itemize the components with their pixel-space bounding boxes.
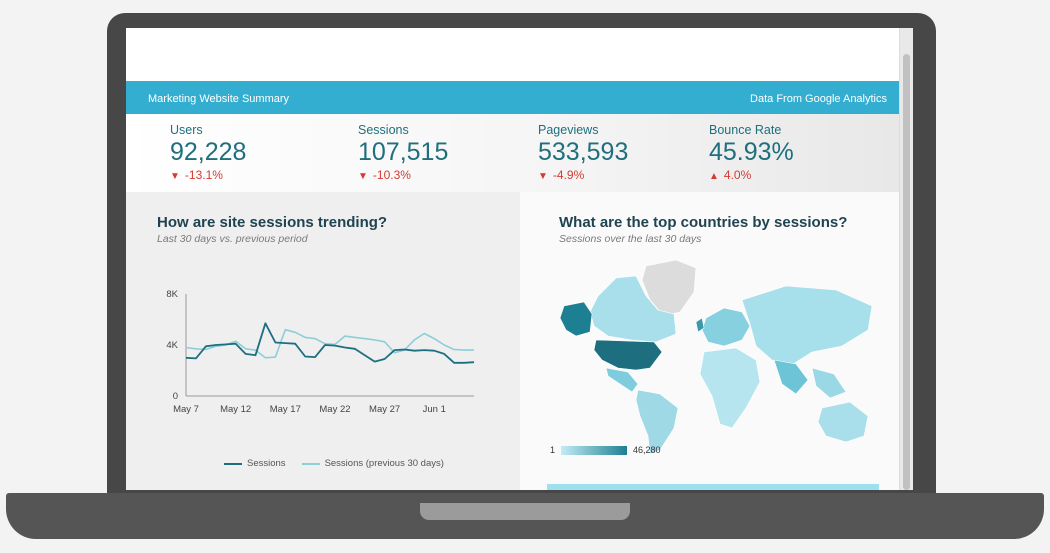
map-region-alaska [559, 301, 593, 337]
kpi-value: 92,228 [170, 138, 247, 166]
kpi-delta-value: -13.1% [184, 168, 223, 182]
kpi-delta: ▲ 4.0% [709, 168, 794, 182]
kpi-value: 45.93% [709, 138, 794, 166]
legend-label-previous: Sessions (previous 30 days) [324, 458, 444, 469]
y-tick-label: 0 [173, 391, 178, 402]
x-tick-label: Jun 1 [423, 404, 446, 415]
world-map[interactable] [546, 256, 881, 456]
laptop-notch [420, 503, 630, 520]
scrollbar[interactable] [899, 28, 913, 490]
map-region-greenland [641, 259, 697, 317]
map-region-africa [699, 347, 761, 429]
map-region-asia [741, 285, 873, 367]
arrow-up-icon: ▲ [709, 171, 719, 182]
countries-subtitle: Sessions over the last 30 days [559, 233, 702, 245]
kpi-sessions[interactable]: Sessions 107,515 ▼ -10.3% [358, 123, 448, 182]
trend-title: How are site sessions trending? [157, 214, 388, 231]
map-region-southeast-asia [811, 367, 847, 399]
x-tick-label: May 12 [220, 404, 251, 415]
kpi-delta: ▼ -13.1% [170, 168, 246, 182]
kpi-strip: Users 92,228 ▼ -13.1% Sessions 107,515 ▼ -… [126, 114, 899, 192]
sessions-series-line [185, 322, 475, 364]
x-tick-label: May 17 [270, 404, 301, 415]
x-tick-label: May 22 [319, 404, 350, 415]
map-region-europe [701, 307, 751, 347]
sessions-trend-panel: How are site sessions trending? Last 30 … [126, 192, 520, 490]
map-color-scale: 1 46,280 [550, 445, 661, 455]
countries-map-panel: What are the top countries by sessions? … [520, 192, 899, 490]
kpi-label: Pageviews [538, 123, 599, 137]
map-region-south-america [635, 389, 679, 455]
map-region-australia [817, 401, 869, 443]
kpi-delta-value: 4.0% [723, 168, 752, 182]
countries-title: What are the top countries by sessions? [559, 214, 848, 231]
sessions-line-chart[interactable]: 0 4K 8K May 7 May 12 May 17 May 22 May 27 Jun 1 [126, 282, 520, 490]
kpi-label: Sessions [358, 123, 409, 137]
y-tick-label: 4K [166, 340, 178, 351]
report-header: Marketing Website Summary Data From Goog… [126, 81, 899, 114]
kpi-bounce-rate[interactable]: Bounce Rate 45.93% ▲ 4.0% [709, 123, 794, 182]
kpi-delta: ▼ -4.9% [538, 168, 628, 182]
kpi-pageviews[interactable]: Pageviews 533,593 ▼ -4.9% [538, 123, 628, 182]
legend-swatch-previous [301, 462, 320, 465]
scale-min: 1 [550, 445, 556, 455]
kpi-value: 533,593 [538, 138, 629, 166]
dashboard-screen: Marketing Website Summary Data From Goog… [126, 28, 913, 490]
kpi-users[interactable]: Users 92,228 ▼ -13.1% [170, 123, 246, 182]
x-tick-label: May 7 [173, 404, 199, 415]
kpi-delta-value: -4.9% [552, 168, 585, 182]
kpi-label: Bounce Rate [709, 123, 782, 137]
map-region-canada [589, 275, 677, 343]
previous-sessions-series-line [185, 328, 474, 359]
scrollbar-thumb[interactable] [903, 54, 910, 490]
data-source-label: Data From Google Analytics [750, 93, 887, 105]
map-region-mexico [605, 367, 639, 393]
next-section-strip [547, 484, 879, 490]
map-region-uk [695, 317, 705, 333]
y-tick-label: 8K [166, 289, 178, 300]
legend-label-sessions: Sessions [247, 458, 286, 469]
kpi-value: 107,515 [358, 138, 449, 166]
map-region-usa [593, 339, 663, 371]
kpi-delta: ▼ -10.3% [358, 168, 448, 182]
report-title: Marketing Website Summary [148, 93, 290, 105]
kpi-delta-value: -10.3% [372, 168, 411, 182]
arrow-down-icon: ▼ [358, 171, 368, 182]
scale-gradient [561, 445, 628, 455]
map-region-south-asia [773, 359, 809, 395]
trend-subtitle: Last 30 days vs. previous period [157, 233, 308, 245]
kpi-label: Users [170, 123, 203, 137]
chart-legend: Sessions Sessions (previous 30 days) [224, 458, 444, 469]
legend-swatch-sessions [224, 462, 242, 465]
arrow-down-icon: ▼ [170, 171, 180, 182]
scale-max: 46,280 [633, 445, 661, 455]
arrow-down-icon: ▼ [538, 171, 548, 182]
x-tick-label: May 27 [369, 404, 400, 415]
